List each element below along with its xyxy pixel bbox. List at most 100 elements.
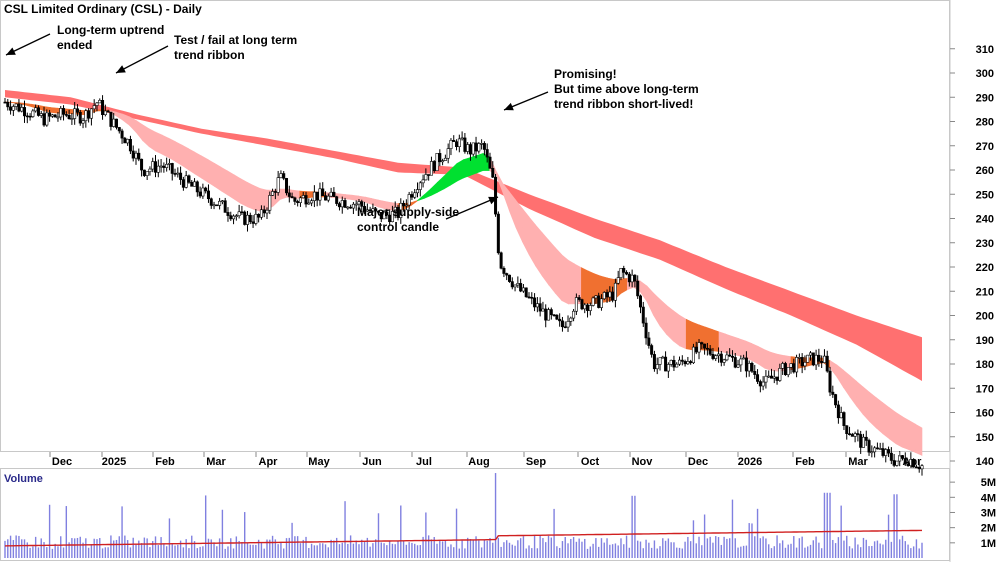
short-term-ribbon-segment bbox=[463, 157, 471, 179]
price-candle bbox=[137, 148, 141, 162]
price-candle bbox=[34, 104, 38, 113]
price-candle bbox=[282, 171, 286, 181]
short-term-ribbon-segment bbox=[901, 416, 910, 451]
volume-label: Volume bbox=[4, 473, 43, 485]
price-candle bbox=[20, 103, 24, 113]
price-candle bbox=[917, 461, 921, 473]
date-axis-ticks: Dec 2025 Feb Mar Apr May Jun Jul Aug Sep Oct Nov Dec… bbox=[49, 452, 922, 468]
price-candle bbox=[744, 351, 748, 378]
short-term-ribbon-segment bbox=[181, 144, 189, 171]
price-candle bbox=[28, 113, 32, 121]
price-candle bbox=[312, 185, 316, 208]
price-candle bbox=[14, 103, 18, 111]
price-candle bbox=[836, 400, 840, 424]
price-candle bbox=[73, 101, 77, 125]
price-candle bbox=[56, 112, 60, 122]
price-candle bbox=[783, 361, 787, 376]
price-candle bbox=[664, 351, 668, 372]
price-candle bbox=[547, 307, 551, 321]
volume-tick-label: 1M bbox=[981, 538, 996, 550]
price-candle bbox=[781, 361, 785, 375]
price-candle bbox=[195, 180, 199, 197]
price-candle bbox=[728, 348, 732, 357]
annotation: Promising! But time above long-term trend … bbox=[503, 67, 699, 111]
price-tick-label: 310 bbox=[976, 44, 994, 56]
price-candle bbox=[764, 370, 768, 389]
price-candle bbox=[87, 108, 91, 123]
price-candle bbox=[363, 201, 367, 215]
price-candle bbox=[463, 133, 467, 154]
price-candle bbox=[825, 350, 829, 373]
price-candle bbox=[455, 139, 459, 151]
price-candle bbox=[407, 191, 411, 210]
price-candle bbox=[226, 207, 230, 222]
price-candle bbox=[822, 349, 826, 364]
price-candle bbox=[159, 158, 163, 173]
price-candle bbox=[48, 109, 52, 122]
price-candle bbox=[62, 105, 66, 121]
price-candle bbox=[413, 188, 417, 199]
price-candle bbox=[499, 251, 503, 270]
date-tick-label: 2025 bbox=[102, 456, 126, 468]
price-candle bbox=[218, 197, 222, 210]
annotation-line: ended bbox=[57, 38, 92, 52]
price-candle bbox=[460, 131, 464, 141]
short-term-ribbon-segment bbox=[188, 148, 196, 175]
volume-average-line bbox=[4, 529, 922, 547]
price-candle bbox=[507, 274, 511, 283]
price-candle bbox=[873, 446, 877, 458]
price-candle bbox=[179, 166, 183, 185]
short-term-ribbon-segment bbox=[207, 159, 215, 188]
price-tick-label: 270 bbox=[976, 141, 994, 153]
date-tick-label: Jul bbox=[416, 456, 432, 468]
price-tick-label: 180 bbox=[976, 359, 994, 371]
price-candle bbox=[173, 168, 177, 177]
svg-text:Promising!But time above long-: Promising! But time above long-term trend … bbox=[554, 67, 699, 111]
price-candle bbox=[310, 198, 314, 207]
price-candle bbox=[920, 464, 924, 476]
price-candle bbox=[488, 152, 492, 169]
price-candle bbox=[831, 385, 835, 398]
price-candle bbox=[619, 268, 623, 281]
price-candle bbox=[329, 187, 333, 198]
short-term-ribbon-segment bbox=[915, 423, 923, 456]
price-candle bbox=[396, 205, 400, 221]
annotation: Major supply-side control candle bbox=[357, 196, 499, 234]
price-candle bbox=[809, 351, 813, 361]
price-candle bbox=[535, 297, 539, 313]
price-tick-label: 220 bbox=[976, 262, 994, 274]
price-candle bbox=[254, 209, 258, 226]
price-candle bbox=[580, 298, 584, 311]
price-candle bbox=[597, 292, 601, 309]
price-candle bbox=[800, 353, 804, 374]
short-term-ribbon-segment bbox=[561, 254, 569, 305]
volume-tick-label: 4M bbox=[981, 492, 996, 504]
price-candle bbox=[474, 136, 478, 159]
price-candle bbox=[165, 157, 169, 172]
price-candle bbox=[552, 314, 556, 317]
short-term-ribbon-segment bbox=[548, 239, 556, 294]
price-candle bbox=[560, 316, 564, 332]
price-candle bbox=[533, 293, 537, 312]
short-term-ribbon-segment bbox=[234, 174, 242, 205]
volume-tick-label: 3M bbox=[981, 507, 996, 519]
price-candle bbox=[251, 215, 255, 228]
price-candle bbox=[694, 341, 698, 355]
price-candle bbox=[374, 207, 378, 215]
price-candle bbox=[128, 135, 132, 155]
price-candle bbox=[148, 166, 152, 176]
price-candle bbox=[36, 105, 40, 117]
price-candle bbox=[786, 367, 790, 378]
price-candle bbox=[711, 347, 715, 361]
price-candle bbox=[402, 200, 406, 212]
price-candle bbox=[399, 198, 403, 224]
price-candle bbox=[259, 205, 263, 220]
short-term-ribbon-segment bbox=[469, 155, 477, 177]
price-candle bbox=[360, 199, 364, 213]
short-term-ribbon-segment bbox=[214, 162, 222, 192]
price-candle bbox=[814, 349, 818, 370]
price-candle bbox=[290, 192, 294, 199]
price-candle bbox=[468, 142, 472, 161]
